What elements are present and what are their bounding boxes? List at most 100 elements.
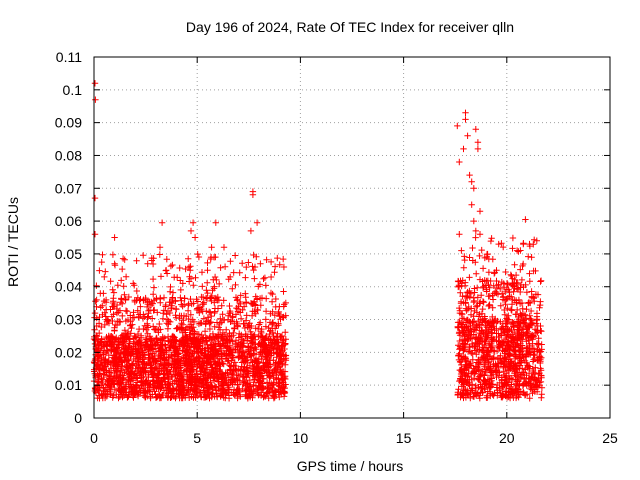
data-point	[133, 362, 140, 369]
data-point	[202, 320, 209, 327]
data-point	[249, 191, 257, 198]
data-point	[133, 287, 140, 295]
data-point	[213, 371, 221, 379]
data-point	[195, 331, 202, 338]
data-point	[461, 333, 468, 340]
data-point	[205, 388, 212, 395]
data-point	[278, 384, 285, 391]
data-point	[113, 351, 120, 358]
data-point	[227, 377, 235, 385]
data-point	[118, 387, 126, 395]
data-point	[219, 381, 226, 389]
data-point	[98, 335, 105, 342]
data-point	[109, 286, 116, 293]
data-point	[513, 366, 520, 373]
data-point	[149, 315, 156, 322]
data-point	[496, 369, 503, 376]
data-point	[477, 316, 484, 323]
data-point	[199, 349, 206, 357]
data-point	[116, 341, 123, 348]
data-point	[485, 293, 492, 300]
data-point	[489, 304, 496, 311]
data-point	[500, 328, 508, 335]
data-point	[115, 387, 122, 394]
data-point	[522, 323, 530, 330]
data-point	[117, 318, 124, 326]
data-point	[237, 300, 244, 308]
data-point	[537, 378, 545, 386]
data-point	[514, 378, 521, 385]
data-point	[456, 307, 464, 314]
data-point	[193, 371, 200, 378]
data-point	[232, 346, 239, 353]
y-tick-label: 0.04	[55, 279, 82, 295]
data-point	[272, 389, 279, 396]
data-point	[508, 307, 515, 314]
data-point	[277, 366, 284, 373]
data-point	[508, 326, 515, 334]
data-point	[195, 253, 203, 261]
data-point	[282, 329, 289, 336]
data-point	[232, 281, 239, 289]
data-point	[184, 335, 192, 342]
data-point	[252, 310, 259, 317]
data-point	[177, 369, 184, 377]
data-point	[269, 337, 277, 344]
data-point	[532, 329, 540, 337]
data-point	[474, 139, 482, 146]
data-point	[464, 288, 471, 296]
data-point	[483, 381, 490, 388]
data-point	[520, 240, 527, 248]
data-point	[204, 289, 211, 297]
data-point	[135, 389, 142, 396]
data-point	[454, 122, 461, 130]
data-point	[184, 307, 192, 314]
data-point	[458, 280, 465, 287]
data-point	[474, 364, 481, 371]
data-point	[221, 350, 228, 357]
data-point	[210, 254, 218, 261]
data-point	[172, 297, 179, 304]
data-point	[245, 391, 252, 398]
data-point	[217, 264, 224, 271]
data-point	[509, 280, 517, 288]
data-point	[487, 383, 495, 391]
data-point	[100, 388, 108, 395]
data-point	[538, 354, 545, 361]
data-point	[504, 295, 511, 302]
data-point	[179, 329, 186, 336]
data-point	[257, 302, 264, 309]
data-point	[122, 296, 129, 304]
data-point	[275, 308, 282, 316]
data-point	[240, 337, 247, 345]
data-point	[460, 347, 467, 354]
data-point	[263, 295, 270, 302]
data-point	[515, 394, 522, 401]
data-point	[461, 343, 468, 351]
data-point	[262, 359, 270, 366]
data-point	[92, 96, 99, 103]
data-point	[187, 295, 194, 303]
data-point	[186, 273, 193, 280]
data-point	[198, 363, 205, 370]
data-point	[498, 379, 505, 387]
data-point	[214, 334, 221, 341]
data-point	[110, 289, 118, 296]
data-point	[269, 320, 276, 327]
data-point	[270, 372, 277, 379]
data-point	[150, 284, 158, 291]
data-point	[500, 325, 507, 333]
data-point	[99, 302, 106, 309]
data-point	[185, 255, 192, 262]
data-point	[241, 378, 248, 385]
data-point	[483, 329, 490, 336]
data-point	[167, 283, 174, 291]
data-point	[528, 333, 535, 340]
data-point	[528, 254, 535, 261]
data-point	[531, 384, 538, 391]
data-point	[192, 361, 200, 368]
data-point	[458, 323, 465, 330]
data-point	[488, 336, 495, 344]
data-point	[101, 359, 108, 367]
data-point	[464, 348, 472, 355]
